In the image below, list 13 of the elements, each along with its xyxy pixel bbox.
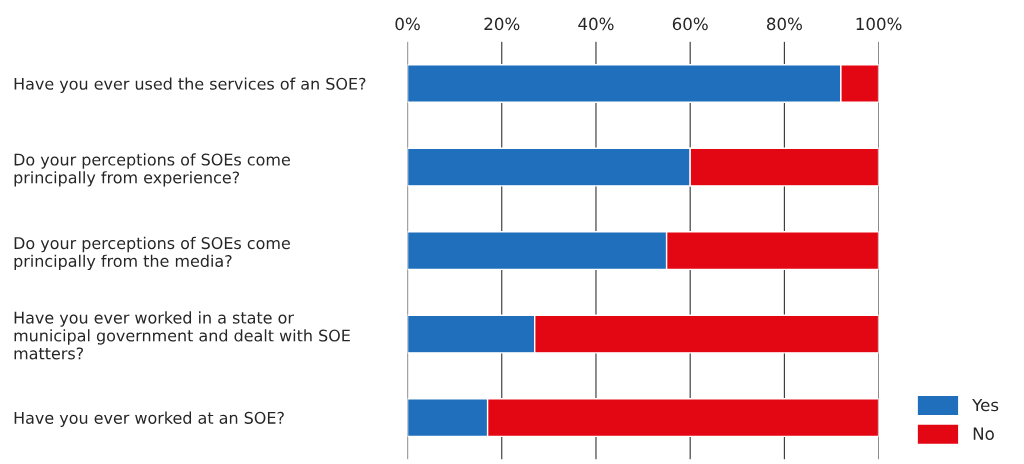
y-tick-label: Do your perceptions of SOEs come principally from the media?: [14, 236, 290, 271]
y-tick-label: Do your perceptions of SOEs come principally from experience?: [14, 153, 290, 187]
y-tick-label: Have you ever used the services of an SOE?: [14, 77, 366, 93]
x-tick-label: 40%: [578, 17, 614, 31]
y-tick-label: Have you ever worked at an SOE?: [14, 411, 284, 427]
y-tick-label: Have you ever worked in a state or municipal government and dealt with SOE matters?: [14, 311, 350, 360]
x-tick-label: 80%: [766, 17, 802, 31]
x-tick-label: 100%: [856, 17, 902, 31]
legend-label: Yes: [972, 398, 999, 412]
legend-label: No: [973, 427, 994, 440]
x-tick-label: 60%: [672, 17, 708, 31]
x-tick-label: 20%: [484, 17, 520, 31]
x-tick-label: 0%: [395, 17, 420, 31]
